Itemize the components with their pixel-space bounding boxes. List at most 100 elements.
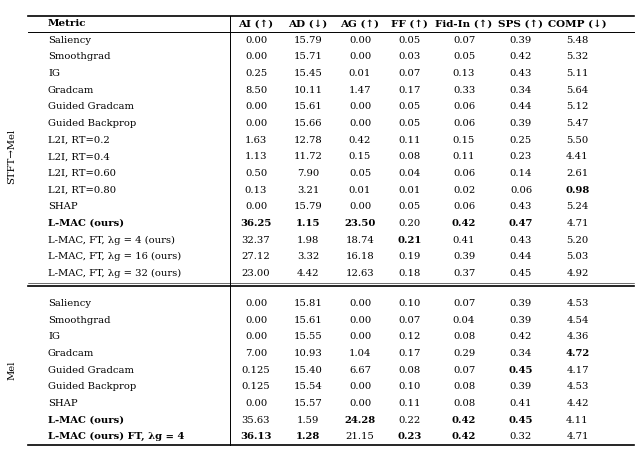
- Text: L-MAC (ours): L-MAC (ours): [48, 219, 124, 228]
- Text: 0.41: 0.41: [509, 399, 532, 408]
- Text: 8.50: 8.50: [245, 86, 267, 95]
- Text: 0.00: 0.00: [245, 399, 267, 408]
- Text: 0.42: 0.42: [510, 53, 532, 62]
- Text: 0.34: 0.34: [510, 86, 532, 95]
- Text: 5.64: 5.64: [566, 86, 589, 95]
- Text: Smoothgrad: Smoothgrad: [48, 53, 111, 62]
- Text: 12.78: 12.78: [294, 136, 323, 145]
- Text: 15.81: 15.81: [294, 299, 323, 308]
- Text: 0.06: 0.06: [453, 202, 475, 212]
- Text: 0.08: 0.08: [453, 399, 475, 408]
- Text: Metric: Metric: [48, 19, 86, 29]
- Text: AG (↑): AG (↑): [340, 19, 380, 29]
- Text: 0.42: 0.42: [452, 219, 476, 228]
- Text: 3.32: 3.32: [297, 252, 319, 261]
- Text: FF (↑): FF (↑): [391, 19, 428, 29]
- Text: 0.33: 0.33: [453, 86, 475, 95]
- Text: 0.00: 0.00: [349, 332, 371, 341]
- Text: 0.00: 0.00: [349, 316, 371, 325]
- Text: 0.05: 0.05: [398, 202, 420, 212]
- Text: 15.57: 15.57: [294, 399, 323, 408]
- Text: 0.07: 0.07: [398, 69, 420, 78]
- Text: 0.08: 0.08: [453, 332, 475, 341]
- Text: Saliency: Saliency: [48, 299, 91, 308]
- Text: 0.00: 0.00: [349, 399, 371, 408]
- Text: 0.00: 0.00: [245, 53, 267, 62]
- Text: 1.13: 1.13: [244, 152, 268, 161]
- Text: 4.72: 4.72: [565, 349, 589, 358]
- Text: 0.11: 0.11: [398, 136, 420, 145]
- Text: 0.05: 0.05: [453, 53, 475, 62]
- Text: 0.39: 0.39: [510, 119, 532, 128]
- Text: 35.63: 35.63: [242, 415, 270, 424]
- Text: 4.36: 4.36: [566, 332, 589, 341]
- Text: 0.32: 0.32: [510, 432, 532, 441]
- Text: 0.05: 0.05: [398, 102, 420, 111]
- Text: 0.41: 0.41: [452, 236, 476, 245]
- Text: 15.55: 15.55: [294, 332, 323, 341]
- Text: 0.12: 0.12: [398, 332, 420, 341]
- Text: 0.07: 0.07: [398, 316, 420, 325]
- Text: 0.39: 0.39: [510, 299, 532, 308]
- Text: Guided Gradcam: Guided Gradcam: [48, 366, 134, 375]
- Text: 15.61: 15.61: [294, 316, 323, 325]
- Text: 4.54: 4.54: [566, 316, 589, 325]
- Text: 0.11: 0.11: [452, 152, 476, 161]
- Text: 15.71: 15.71: [294, 53, 323, 62]
- Text: 4.17: 4.17: [566, 366, 589, 375]
- Text: 0.14: 0.14: [509, 169, 532, 178]
- Text: L2I, RT=0.2: L2I, RT=0.2: [48, 136, 109, 145]
- Text: 0.00: 0.00: [245, 102, 267, 111]
- Text: 5.20: 5.20: [566, 236, 589, 245]
- Text: 27.12: 27.12: [242, 252, 270, 261]
- Text: L2I, RT=0.60: L2I, RT=0.60: [48, 169, 116, 178]
- Text: 0.39: 0.39: [453, 252, 475, 261]
- Text: 0.42: 0.42: [349, 136, 371, 145]
- Text: 0.21: 0.21: [397, 236, 422, 245]
- Text: 0.44: 0.44: [509, 102, 532, 111]
- Text: Guided Backprop: Guided Backprop: [48, 382, 136, 391]
- Text: 0.01: 0.01: [349, 69, 371, 78]
- Text: 0.06: 0.06: [453, 102, 475, 111]
- Text: 0.39: 0.39: [510, 36, 532, 45]
- Text: 0.00: 0.00: [245, 202, 267, 212]
- Text: L-MAC (ours): L-MAC (ours): [48, 415, 124, 424]
- Text: AD (↓): AD (↓): [289, 19, 328, 29]
- Text: L-MAC, FT, λg = 4 (ours): L-MAC, FT, λg = 4 (ours): [48, 236, 175, 245]
- Text: 0.42: 0.42: [452, 432, 476, 441]
- Text: 0.00: 0.00: [349, 102, 371, 111]
- Text: 1.47: 1.47: [349, 86, 371, 95]
- Text: 6.67: 6.67: [349, 366, 371, 375]
- Text: Gradcam: Gradcam: [48, 349, 94, 358]
- Text: COMP (↓): COMP (↓): [548, 19, 607, 29]
- Text: 0.10: 0.10: [398, 299, 420, 308]
- Text: 0.03: 0.03: [398, 53, 420, 62]
- Text: 32.37: 32.37: [242, 236, 270, 245]
- Text: 0.04: 0.04: [398, 169, 420, 178]
- Text: 0.00: 0.00: [349, 382, 371, 391]
- Text: 0.07: 0.07: [453, 299, 475, 308]
- Text: 0.08: 0.08: [398, 366, 420, 375]
- Text: 7.00: 7.00: [245, 349, 267, 358]
- Text: 0.13: 0.13: [245, 186, 267, 195]
- Text: 0.39: 0.39: [510, 382, 532, 391]
- Text: 0.00: 0.00: [245, 316, 267, 325]
- Text: 5.50: 5.50: [566, 136, 589, 145]
- Text: Gradcam: Gradcam: [48, 86, 94, 95]
- Text: 0.45: 0.45: [509, 366, 533, 375]
- Text: 0.20: 0.20: [398, 219, 420, 228]
- Text: 0.44: 0.44: [509, 252, 532, 261]
- Text: 0.43: 0.43: [510, 236, 532, 245]
- Text: 0.11: 0.11: [398, 399, 420, 408]
- Text: SHAP: SHAP: [48, 399, 77, 408]
- Text: 4.11: 4.11: [566, 415, 589, 424]
- Text: 0.15: 0.15: [349, 152, 371, 161]
- Text: 0.07: 0.07: [453, 366, 475, 375]
- Text: 15.66: 15.66: [294, 119, 323, 128]
- Text: 0.19: 0.19: [398, 252, 420, 261]
- Text: L-MAC (ours) FT, λg = 4: L-MAC (ours) FT, λg = 4: [48, 432, 184, 441]
- Text: 12.63: 12.63: [346, 269, 374, 278]
- Text: 0.01: 0.01: [398, 186, 420, 195]
- Text: 11.72: 11.72: [294, 152, 323, 161]
- Text: 0.00: 0.00: [245, 332, 267, 341]
